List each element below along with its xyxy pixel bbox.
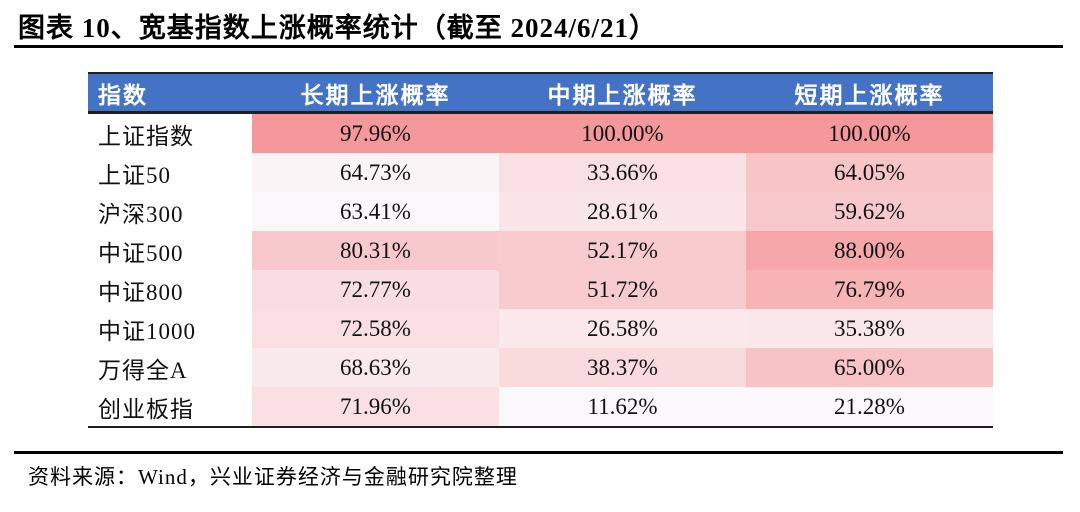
source-note: 资料来源：Wind，兴业证券经济与金融研究院整理	[28, 465, 518, 489]
value-cell: 64.05%	[746, 153, 993, 192]
index-name-cell: 万得全A	[88, 348, 252, 387]
value-cell: 76.79%	[746, 270, 993, 309]
value-cell: 11.62%	[499, 387, 746, 428]
table-row: 中证1000 72.58% 26.58% 35.38%	[88, 309, 993, 348]
value-cell: 59.62%	[746, 192, 993, 231]
table-row: 创业板指 71.96% 11.62% 21.28%	[88, 387, 993, 428]
value-cell: 72.77%	[252, 270, 499, 309]
table-row: 中证800 72.77% 51.72% 76.79%	[88, 270, 993, 309]
value-cell: 26.58%	[499, 309, 746, 348]
value-cell: 51.72%	[499, 270, 746, 309]
value-cell: 21.28%	[746, 387, 993, 428]
index-name-cell: 创业板指	[88, 387, 252, 428]
value-cell: 52.17%	[499, 231, 746, 270]
value-cell: 68.63%	[252, 348, 499, 387]
title-rule	[14, 45, 1063, 48]
value-cell: 100.00%	[499, 112, 746, 153]
table-header: 指数 长期上涨概率 中期上涨概率 短期上涨概率	[88, 72, 993, 114]
index-name-cell: 上证指数	[88, 112, 252, 153]
footer-rule	[14, 451, 1063, 454]
index-name-cell: 上证50	[88, 153, 252, 192]
value-cell: 71.96%	[252, 387, 499, 428]
index-name-cell: 中证1000	[88, 309, 252, 348]
table-row: 上证50 64.73% 33.66% 64.05%	[88, 153, 993, 192]
figure-title: 图表 10、宽基指数上涨概率统计（截至 2024/6/21）	[18, 13, 658, 43]
value-cell: 64.73%	[252, 153, 499, 192]
table-body: 上证指数 97.96% 100.00% 100.00% 上证50 64.73% 33.66%…	[88, 112, 993, 428]
value-cell: 33.66%	[499, 153, 746, 192]
table-row: 中证500 80.31% 52.17% 88.00%	[88, 231, 993, 270]
table-row: 万得全A 68.63% 38.37% 65.00%	[88, 348, 993, 387]
header-cell-col1: 长期上涨概率	[252, 72, 499, 114]
value-cell: 72.58%	[252, 309, 499, 348]
value-cell: 65.00%	[746, 348, 993, 387]
value-cell: 63.41%	[252, 192, 499, 231]
index-name-cell: 中证800	[88, 270, 252, 309]
value-cell: 28.61%	[499, 192, 746, 231]
value-cell: 88.00%	[746, 231, 993, 270]
table-row: 上证指数 97.96% 100.00% 100.00%	[88, 112, 993, 153]
header-cell-col2: 中期上涨概率	[499, 72, 746, 114]
value-cell: 97.96%	[252, 112, 499, 153]
index-name-cell: 中证500	[88, 231, 252, 270]
index-name-cell: 沪深300	[88, 192, 252, 231]
value-cell: 35.38%	[746, 309, 993, 348]
table-header-row: 指数 长期上涨概率 中期上涨概率 短期上涨概率	[88, 72, 993, 114]
header-cell-col3: 短期上涨概率	[746, 72, 993, 114]
value-cell: 100.00%	[746, 112, 993, 153]
table-row: 沪深300 63.41% 28.61% 59.62%	[88, 192, 993, 231]
value-cell: 80.31%	[252, 231, 499, 270]
probability-table: 指数 长期上涨概率 中期上涨概率 短期上涨概率 上证指数 97.96% 100.00% 10…	[88, 72, 993, 428]
header-cell-index: 指数	[88, 72, 252, 114]
value-cell: 38.37%	[499, 348, 746, 387]
